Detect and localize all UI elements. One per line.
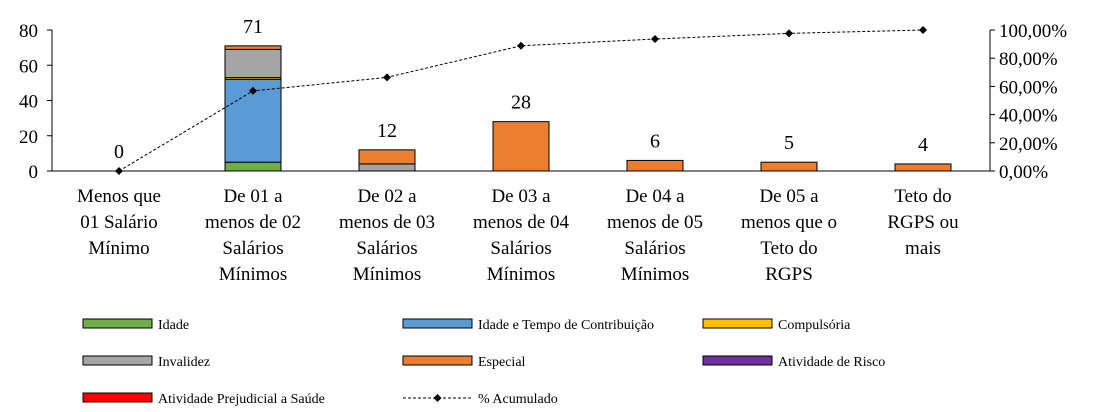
category-label-line: Mínimos bbox=[621, 264, 690, 285]
category-label-line: Mínimos bbox=[219, 264, 288, 285]
total-label: 4 bbox=[918, 134, 928, 156]
category-label-line: Salários bbox=[222, 238, 283, 259]
cumulative-point bbox=[651, 35, 659, 44]
cumulative-point bbox=[517, 41, 525, 50]
category-label-line: menos de 05 bbox=[607, 212, 703, 233]
legend-swatch bbox=[402, 318, 473, 329]
legend-label: Atividade de Risco bbox=[778, 355, 885, 370]
legend-swatch bbox=[702, 318, 773, 329]
bar-segment bbox=[626, 159, 684, 172]
category-label-line: Salários bbox=[356, 238, 417, 259]
category-label-line: Mínimos bbox=[487, 264, 556, 285]
bar-segment bbox=[760, 161, 818, 172]
legend-label: Atividade Prejudicial a Saúde bbox=[158, 392, 325, 407]
category-label-line: Salários bbox=[624, 238, 685, 259]
legend-swatch bbox=[402, 355, 473, 366]
legend-swatch bbox=[82, 355, 153, 366]
right-y-tick-label: 100,00% bbox=[999, 21, 1067, 42]
bars bbox=[224, 45, 952, 172]
bar-segment bbox=[894, 163, 952, 172]
total-labels: 0 71 12 28 6 5 4 bbox=[114, 16, 928, 163]
bar-segment bbox=[358, 149, 416, 165]
right-y-tick-label: 40,00% bbox=[999, 106, 1058, 127]
total-label: 12 bbox=[377, 120, 397, 142]
category-label-line: Menos que bbox=[77, 186, 161, 207]
cumulative-line bbox=[115, 26, 927, 175]
total-label: 28 bbox=[511, 92, 531, 114]
left-y-tick-label: 40 bbox=[19, 92, 38, 113]
legend-label: Especial bbox=[478, 355, 526, 370]
category-label: De 05 a menos que o Teto do RGPS bbox=[741, 186, 837, 285]
legend-label: Idade e Tempo de Contribuição bbox=[478, 318, 654, 333]
bar-segment bbox=[224, 45, 282, 50]
bar-segment bbox=[224, 161, 282, 172]
left-y-tick-label: 80 bbox=[19, 21, 38, 42]
legend-label: Idade bbox=[158, 318, 189, 333]
cumulative-point bbox=[785, 29, 793, 38]
category-label-line: menos de 02 bbox=[205, 212, 301, 233]
category-label-line: Mínimo bbox=[88, 238, 149, 259]
legend: Idade Idade e Tempo de Contribuição Compul… bbox=[82, 318, 885, 407]
category-label-line: Teto do bbox=[760, 238, 817, 259]
category-label-line: RGPS bbox=[765, 264, 813, 285]
cumulative-point bbox=[919, 26, 927, 34]
category-label: De 03 a menos de 04 Salários Mínimos bbox=[473, 186, 570, 285]
bar-segment bbox=[224, 48, 282, 79]
category-label: De 04 a menos de 05 Salários Mínimos bbox=[607, 186, 703, 285]
cumulative-point bbox=[249, 86, 257, 95]
category-label-line: Teto do bbox=[894, 186, 951, 207]
total-label: 0 bbox=[114, 141, 124, 163]
right-y-tick-label: 20,00% bbox=[999, 134, 1058, 155]
bar-segment bbox=[492, 121, 550, 172]
category-label-line: menos de 04 bbox=[473, 212, 570, 233]
cumulative-point bbox=[115, 167, 123, 175]
category-label: Teto do RGPS ou mais bbox=[887, 186, 959, 259]
cumulative-point bbox=[383, 73, 391, 82]
left-y-tick-label: 20 bbox=[19, 127, 38, 148]
category-label-line: De 04 a bbox=[625, 186, 685, 207]
right-y-tick-label: 0,00% bbox=[999, 162, 1048, 183]
right-y-tick-label: 60,00% bbox=[999, 77, 1058, 98]
category-label-line: 01 Salário bbox=[80, 212, 158, 233]
legend-label: Compulsória bbox=[778, 318, 851, 333]
legend-line-marker bbox=[433, 394, 442, 402]
axes: 0204060800,00%20,00%40,00%60,00%80,00%10… bbox=[19, 21, 1067, 183]
legend-swatch bbox=[82, 318, 153, 329]
category-label: De 01 a menos de 02 Salários Mínimos bbox=[205, 186, 301, 285]
category-label: De 02 a menos de 03 Salários Mínimos bbox=[339, 186, 435, 285]
category-label-line: Mínimos bbox=[353, 264, 422, 285]
legend-swatch bbox=[702, 355, 773, 366]
legend-label: % Acumulado bbox=[478, 392, 558, 407]
category-label-line: De 03 a bbox=[491, 186, 551, 207]
total-label: 5 bbox=[784, 132, 794, 154]
legend-swatch bbox=[82, 392, 153, 403]
total-label: 71 bbox=[243, 16, 263, 38]
category-label-line: De 05 a bbox=[759, 186, 819, 207]
category-label: Menos que 01 Salário Mínimo bbox=[77, 186, 161, 259]
category-label-line: Salários bbox=[490, 238, 551, 259]
right-y-tick-label: 80,00% bbox=[999, 49, 1058, 70]
category-label-line: mais bbox=[905, 238, 941, 259]
left-y-tick-label: 0 bbox=[29, 162, 39, 183]
category-label-line: menos que o bbox=[741, 212, 837, 233]
category-label-line: De 01 a bbox=[223, 186, 283, 207]
category-label-line: De 02 a bbox=[357, 186, 417, 207]
bar-segment bbox=[358, 163, 416, 172]
left-y-tick-label: 60 bbox=[19, 56, 38, 77]
category-label-line: RGPS ou bbox=[887, 212, 959, 233]
category-label-line: menos de 03 bbox=[339, 212, 435, 233]
category-labels: Menos que 01 Salário Mínimo De 01 a menos de… bbox=[77, 186, 959, 285]
legend-label: Invalidez bbox=[158, 355, 210, 370]
total-label: 6 bbox=[650, 130, 660, 152]
